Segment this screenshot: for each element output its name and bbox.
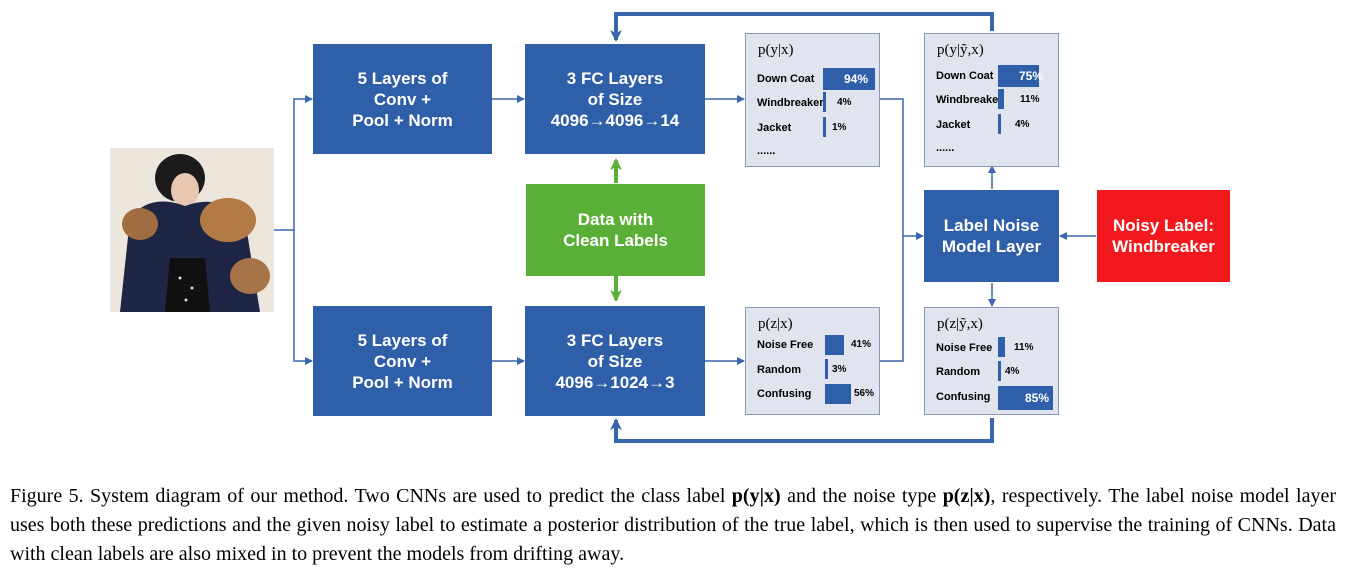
dist-title: p(y|x) <box>758 42 794 58</box>
figure-caption: Figure 5. System diagram of our method. … <box>10 482 1336 569</box>
prob-value: 56% <box>854 388 875 399</box>
prob-value: 4% <box>1005 366 1020 377</box>
prob-bar <box>823 117 826 137</box>
system-diagram: 5 Layers of Conv + Pool + Norm 3 FC Laye… <box>110 12 1230 443</box>
prob-value: 94% <box>844 72 869 86</box>
fc-block-top: 3 FC Layers of Size 4096→4096→14 <box>525 44 705 154</box>
noise-type-label: Noise Free <box>757 339 814 351</box>
conv-block-bottom: 5 Layers of Conv + Pool + Norm <box>313 306 492 416</box>
clean-data-block: Data with Clean Labels <box>526 184 705 276</box>
caption-text: , respectively. The label noise model la… <box>10 485 1336 565</box>
prob-bar <box>998 337 1006 357</box>
arrow-image-to-conv-bottom <box>293 230 313 365</box>
caption-text: and the noise type <box>780 485 943 507</box>
connector-lines <box>274 12 1096 443</box>
photo-illustration <box>110 148 274 312</box>
noise-type-label: Noise Free <box>936 342 993 354</box>
arrow-image-to-conv-top <box>274 95 313 231</box>
prob-value: 3% <box>832 364 847 375</box>
prob-bar <box>823 68 875 90</box>
feedback-arrow-top <box>610 12 994 42</box>
dist-py-given-noisy-y-x: p(y|ỹ,x) Down Coat Windbreaker Jacket 75… <box>924 33 1059 167</box>
class-label: Jacket <box>936 119 971 131</box>
prob-bar <box>825 335 845 355</box>
prob-value: 11% <box>1020 94 1040 105</box>
prob-value: 85% <box>1025 391 1050 405</box>
noise-type-label: Random <box>757 364 801 376</box>
dist-py-given-x: p(y|x) Down Coat Windbreaker Jacket 94% … <box>745 33 880 167</box>
prob-bar <box>998 386 1053 410</box>
conv-block-top: 5 Layers of Conv + Pool + Norm <box>313 44 492 154</box>
dist-title: p(z|ỹ,x) <box>937 316 983 332</box>
prob-bar <box>998 114 1001 134</box>
prob-value: 75% <box>1019 69 1044 83</box>
prob-value: 41% <box>851 339 872 350</box>
dist-pz-given-noisy-y-x: p(z|ỹ,x) Noise Free Random Confusing 11%… <box>924 307 1059 415</box>
caption-text: Figure 5. System diagram of our method. … <box>10 485 732 507</box>
dist-pz-given-x: p(z|x) Noise Free Random Confusing 41% 3… <box>745 307 880 415</box>
dist-title: p(z|x) <box>758 316 793 332</box>
caption-formula: p(y|x) <box>731 485 781 507</box>
prob-bar <box>825 359 828 379</box>
noisy-label-block: Noisy Label: Windbreaker <box>1097 190 1230 282</box>
noise-type-label: Confusing <box>757 388 812 400</box>
arrow-py-to-noise-layer <box>880 98 924 240</box>
arrow-pz-to-noise-layer <box>880 236 904 362</box>
prob-bar <box>998 89 1005 109</box>
caption-formula: p(z|x) <box>942 485 991 507</box>
prob-value: 11% <box>1014 342 1034 353</box>
class-label: Down Coat <box>757 73 815 85</box>
class-label: Jacket <box>757 122 792 134</box>
input-photo <box>110 148 274 312</box>
ellipsis: ...... <box>757 145 776 157</box>
class-label: Down Coat <box>936 70 994 82</box>
noise-type-label: Confusing <box>936 391 991 403</box>
feedback-arrow-bottom <box>610 418 994 443</box>
prob-value: 4% <box>837 97 852 108</box>
class-label: Windbreaker <box>757 97 824 109</box>
label-noise-model-layer: Label Noise Model Layer <box>924 190 1059 282</box>
prob-bar <box>998 361 1001 381</box>
ellipsis: ...... <box>936 142 955 154</box>
prob-bar <box>998 65 1040 87</box>
dist-title: p(y|ỹ,x) <box>937 42 984 58</box>
noise-type-label: Random <box>936 366 980 378</box>
prob-bar <box>825 384 851 404</box>
prob-value: 4% <box>1015 119 1030 130</box>
class-label: Windbreaker <box>936 94 1003 106</box>
prob-bar <box>823 92 826 112</box>
fc-block-bottom: 3 FC Layers of Size 4096→1024→3 <box>525 306 705 416</box>
prob-value: 1% <box>832 122 847 133</box>
